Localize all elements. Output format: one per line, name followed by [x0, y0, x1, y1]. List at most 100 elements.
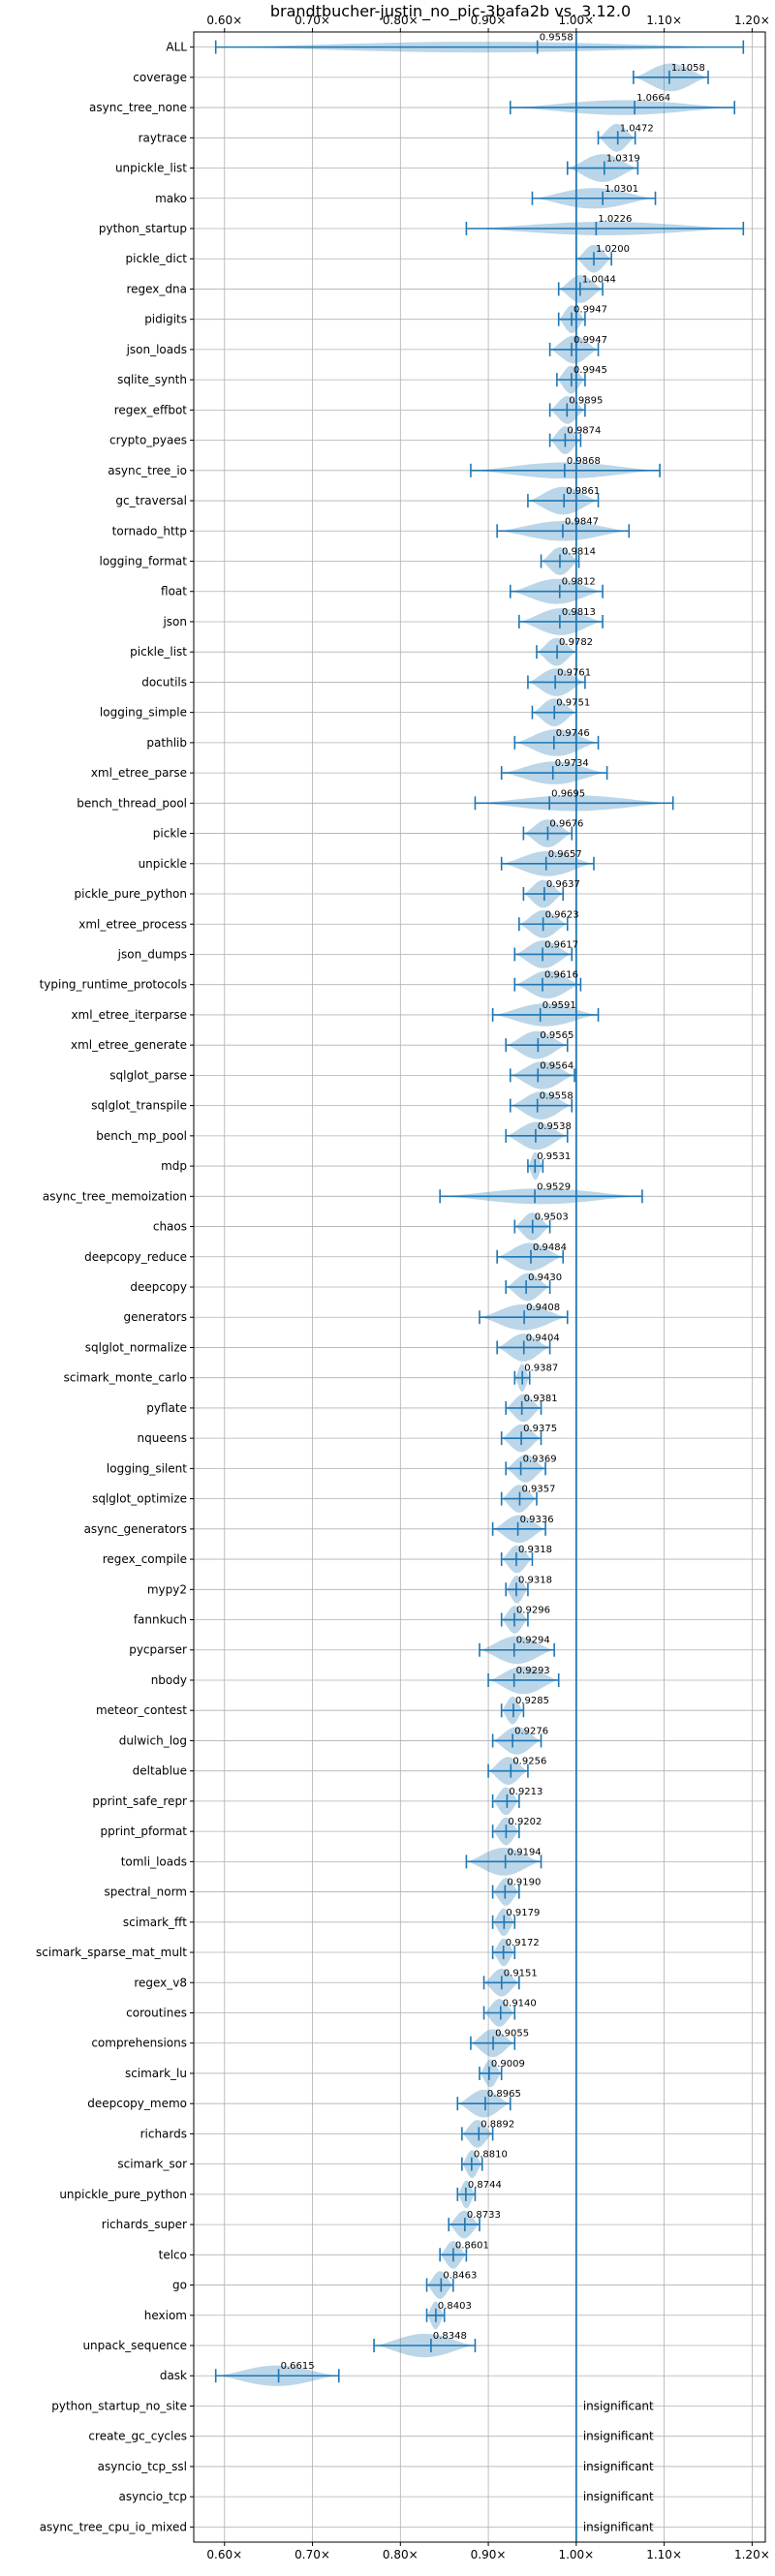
benchmark-label: richards: [140, 2127, 187, 2140]
benchmark-label: unpickle_pure_python: [59, 2188, 187, 2201]
data-label: 0.9285: [515, 1696, 549, 1706]
benchmark-label: coverage: [133, 71, 187, 84]
benchmark-label: ALL: [166, 41, 187, 54]
data-label: 0.8744: [468, 2180, 502, 2191]
data-label: 0.9558: [540, 33, 574, 44]
tick-label-top: 0.70×: [294, 14, 330, 27]
data-label: 0.8463: [443, 2271, 477, 2282]
benchmark-label: telco: [159, 2248, 187, 2261]
data-label: 0.9381: [524, 1394, 558, 1404]
benchmark-label: tomli_loads: [121, 1855, 187, 1868]
benchmark-label: pyflate: [146, 1401, 187, 1415]
benchmark-label: logging_silent: [107, 1461, 187, 1475]
tick-label-top: 0.60×: [206, 14, 242, 27]
benchmark-label: chaos: [153, 1220, 187, 1234]
benchmark-label: dulwich_log: [119, 1733, 187, 1747]
benchmark-label: scimark_sor: [117, 2158, 187, 2171]
benchmark-label: json: [162, 615, 187, 629]
data-label: 0.9812: [562, 577, 596, 588]
data-label: 0.9276: [514, 1726, 548, 1736]
tick-label-bottom: 0.80×: [383, 2548, 418, 2561]
benchmark-label: coroutines: [126, 2006, 187, 2019]
data-label: 0.9676: [549, 819, 583, 830]
benchmark-label: scimark_sparse_mat_mult: [36, 1946, 187, 1959]
data-label: 0.9404: [526, 1333, 560, 1343]
benchmark-label: async_tree_cpu_io_mixed: [40, 2520, 187, 2533]
data-label: 1.1058: [671, 63, 705, 74]
data-label: 0.9947: [574, 305, 607, 316]
benchmark-label: sqlite_synth: [117, 373, 187, 386]
data-label: 0.9336: [520, 1515, 554, 1525]
tick-label-top: 1.00×: [558, 14, 594, 27]
insignificant-label: insignificant: [583, 2460, 654, 2473]
data-label: 0.9484: [533, 1242, 567, 1253]
plot-frame: [193, 31, 766, 2543]
data-label: 0.9861: [566, 486, 600, 497]
data-label: 1.0664: [636, 93, 670, 104]
data-label: 0.9695: [551, 788, 585, 799]
benchmark-label: scimark_lu: [125, 2067, 187, 2080]
data-label: 0.8733: [467, 2210, 501, 2221]
benchmark-label: float: [161, 585, 187, 598]
data-label: 0.8348: [433, 2331, 467, 2342]
data-label: 0.9623: [545, 909, 579, 920]
data-label: 0.9296: [516, 1606, 550, 1616]
benchmark-label: logging_format: [99, 555, 187, 568]
data-label: 0.9868: [567, 456, 601, 467]
data-label: 0.9430: [528, 1273, 562, 1283]
benchmark-label: async_tree_io: [108, 464, 187, 477]
benchmark-label: sqlglot_normalize: [85, 1340, 187, 1354]
data-label: 0.9151: [504, 1968, 538, 1978]
benchmark-label: richards_super: [102, 2218, 187, 2231]
benchmark-label: pycparser: [129, 1643, 187, 1657]
data-label: 0.8601: [455, 2240, 489, 2251]
data-label: 0.9617: [544, 939, 578, 950]
benchmark-label: python_startup_no_site: [51, 2399, 187, 2412]
benchmark-labels: ALL 0.9558 coverage 1.1058 async_tree_none 1.…: [36, 33, 705, 2534]
data-label: 0.9814: [562, 547, 596, 558]
tick-label-bottom: 0.70×: [294, 2548, 330, 2561]
data-label: 0.9194: [508, 1847, 542, 1857]
data-label: 0.9847: [565, 516, 599, 527]
benchmark-label: fannkuch: [134, 1613, 187, 1627]
benchmark-label: regex_compile: [103, 1552, 187, 1566]
benchmark-label: deepcopy_reduce: [84, 1250, 187, 1264]
benchmark-label: mypy2: [147, 1582, 187, 1596]
benchmark-label: bench_thread_pool: [77, 796, 187, 810]
benchmark-label: scimark_fft: [123, 1916, 187, 1929]
benchmark-label: gc_traversal: [115, 494, 187, 507]
benchmark-label: deltablue: [133, 1764, 187, 1778]
benchmark-label: regex_dna: [126, 282, 187, 295]
benchmark-label: scimark_monte_carlo: [64, 1371, 187, 1385]
data-label: 0.8965: [487, 2089, 521, 2100]
data-label: 0.9538: [538, 1121, 572, 1132]
data-label: 0.9369: [523, 1454, 557, 1464]
data-label: 0.9616: [544, 970, 578, 981]
benchmark-label: regex_v8: [134, 1976, 187, 1989]
tick-label-top: 1.20×: [734, 14, 770, 27]
benchmark-label: async_generators: [84, 1522, 187, 1536]
data-label: 1.0200: [596, 244, 630, 255]
benchmark-label: nqueens: [138, 1431, 187, 1445]
data-label: 0.9751: [556, 698, 590, 709]
benchmark-label: deepcopy: [130, 1280, 187, 1294]
benchmark-label: generators: [123, 1310, 187, 1324]
data-label: 0.9503: [535, 1212, 569, 1223]
data-label: 1.0472: [620, 123, 654, 134]
data-label: 0.9256: [512, 1757, 546, 1767]
data-label: 0.8403: [438, 2301, 472, 2312]
benchmark-label: nbody: [151, 1673, 187, 1687]
data-label: 0.9202: [508, 1817, 542, 1827]
tick-label-bottom: 1.10×: [646, 2548, 682, 2561]
data-label: 0.9761: [557, 667, 591, 678]
data-label: 0.9055: [495, 2029, 529, 2039]
benchmark-label: async_tree_none: [89, 101, 187, 114]
data-label: 0.9813: [562, 607, 596, 618]
benchmark-label: mdp: [161, 1159, 187, 1173]
benchmark-label: pickle_list: [130, 645, 187, 659]
grid-lines: [194, 32, 765, 2542]
data-label: 0.9734: [555, 758, 589, 769]
benchmark-label: go: [172, 2279, 187, 2292]
data-label: 0.9408: [526, 1303, 560, 1313]
benchmark-label: docutils: [141, 675, 187, 689]
